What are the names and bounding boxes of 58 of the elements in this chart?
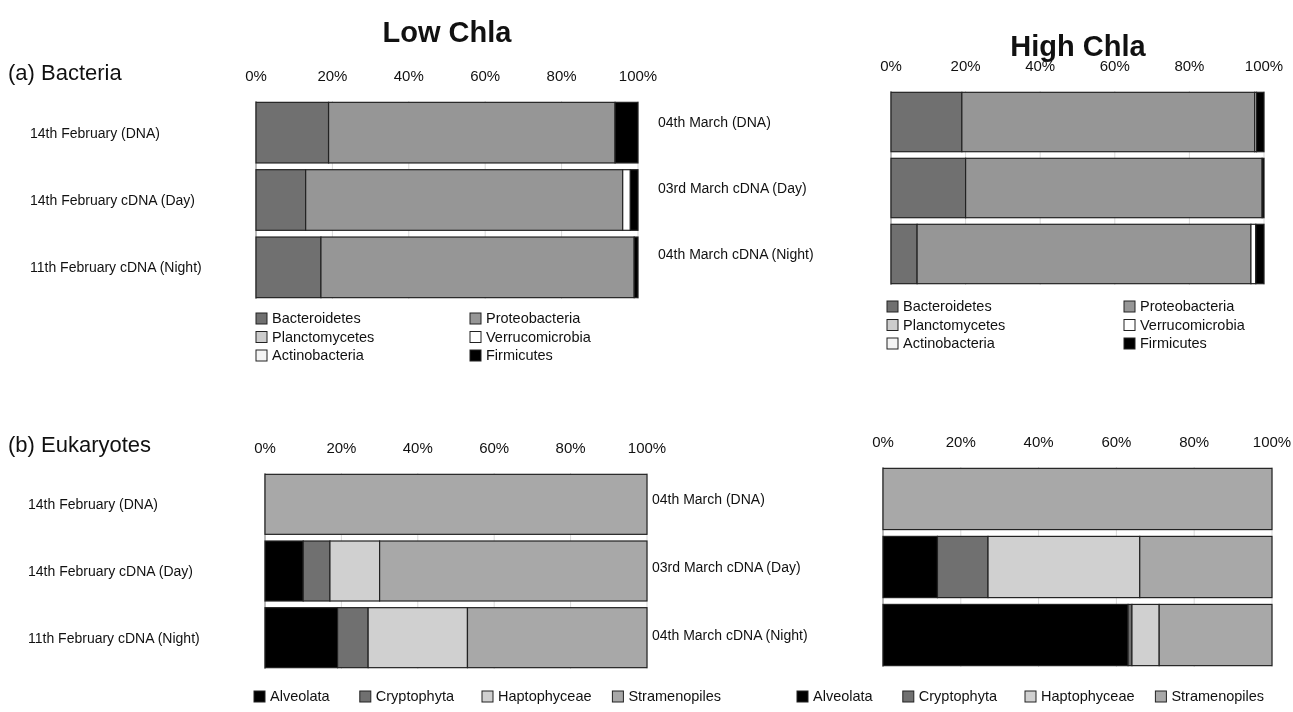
- y-tick-label: 04th March (DNA): [658, 114, 771, 131]
- legend-label: Firmicutes: [486, 347, 553, 363]
- legend-label: Alveolata: [813, 688, 874, 704]
- x-tick-label: 0%: [872, 433, 894, 450]
- x-tick-label: 40%: [393, 67, 424, 84]
- x-tick-label: 0%: [254, 439, 276, 456]
- y-tick-label: 03rd March cDNA (Day): [658, 180, 807, 196]
- x-tick-label: 0%: [245, 67, 267, 84]
- legend-label: Haptophyceae: [1041, 688, 1135, 704]
- x-tick-label: 60%: [470, 67, 501, 84]
- legend-label: Cryptophyta: [375, 688, 455, 704]
- legend-label: Stramenopiles: [1171, 688, 1265, 704]
- legend-label: Verrucomicrobia: [486, 328, 592, 345]
- x-tick-label: 100%: [1252, 433, 1292, 450]
- x-tick-label: 100%: [627, 439, 667, 456]
- y-tick-label: 14th February (DNA): [30, 124, 160, 141]
- y-tick-label: 14th February cDNA (Day): [28, 563, 193, 579]
- legend-label: Cryptophyta: [918, 688, 998, 704]
- legend-label: Proteobacteria: [1140, 298, 1236, 314]
- legend-label: Haptophyceae: [498, 688, 592, 704]
- y-tick-label: 04th March (DNA): [652, 490, 765, 507]
- y-tick-label: 14th February (DNA): [28, 496, 158, 513]
- legend-label: Bacteroidetes: [903, 298, 992, 314]
- y-tick-label: 11th February cDNA (Night): [28, 629, 200, 646]
- legend-label: Planctomycetes: [272, 328, 375, 345]
- legend-label: Proteobacteria: [486, 310, 582, 326]
- legend-label: Actinobacteria: [272, 347, 365, 363]
- y-tick-label: 11th February cDNA (Night): [30, 259, 202, 276]
- x-tick-label: 40%: [1023, 433, 1054, 450]
- x-tick-label: 60%: [1101, 433, 1132, 450]
- legend-label: Verrucomicrobia: [1140, 316, 1246, 333]
- x-tick-label: 20%: [326, 439, 357, 456]
- y-tick-label: 04th March cDNA (Night): [652, 627, 808, 644]
- x-tick-label: 40%: [402, 439, 433, 456]
- legend-label: Planctomycetes: [903, 316, 1006, 333]
- x-tick-label: 20%: [945, 433, 976, 450]
- y-tick-label: 03rd March cDNA (Day): [652, 559, 801, 575]
- chart-title: Low Chla: [382, 16, 513, 48]
- x-tick-label: 80%: [1179, 433, 1210, 450]
- x-tick-label: 60%: [1099, 57, 1130, 74]
- text: (a) Bacteria: [8, 60, 123, 85]
- x-tick-label: 80%: [1174, 57, 1205, 74]
- x-tick-label: 20%: [950, 57, 981, 74]
- x-tick-label: 80%: [555, 439, 586, 456]
- text: (b) Eukaryotes: [8, 432, 152, 457]
- x-tick-label: 60%: [479, 439, 510, 456]
- legend-label: Actinobacteria: [903, 335, 996, 351]
- x-tick-label: 20%: [317, 67, 348, 84]
- y-tick-label: 04th March cDNA (Night): [658, 245, 814, 262]
- legend-label: Firmicutes: [1140, 335, 1207, 351]
- legend-label: Alveolata: [270, 688, 331, 704]
- legend-label: Stramenopiles: [628, 688, 722, 704]
- legend-label: Bacteroidetes: [272, 310, 361, 326]
- x-tick-label: 100%: [1244, 57, 1284, 74]
- x-tick-label: 100%: [618, 67, 658, 84]
- y-tick-label: 14th February cDNA (Day): [30, 192, 195, 208]
- x-tick-label: 80%: [546, 67, 577, 84]
- x-tick-label: 0%: [880, 57, 902, 74]
